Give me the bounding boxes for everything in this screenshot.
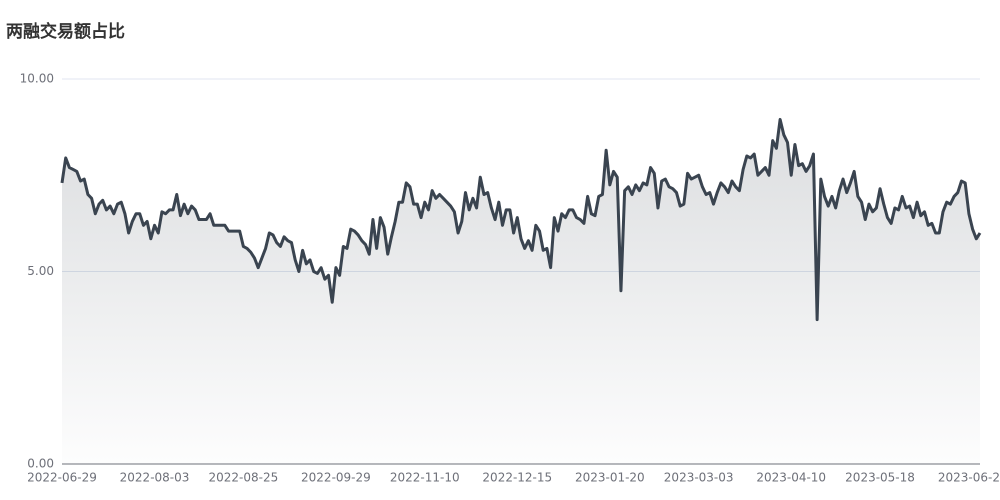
x-tick-label: 2023-06-2 <box>938 471 1000 485</box>
x-tick-label: 2023-04-10 <box>756 471 826 485</box>
x-tick-label: 2022-08-25 <box>209 471 279 485</box>
x-tick-label: 2023-05-18 <box>845 471 915 485</box>
x-tick-label: 2023-01-20 <box>575 471 645 485</box>
y-tick-label: 5.00 <box>27 264 54 278</box>
y-tick-label: 10.00 <box>20 72 54 86</box>
x-tick-label: 2022-11-10 <box>390 471 460 485</box>
y-tick-label: 0.00 <box>27 457 54 471</box>
x-tick-label: 2022-12-15 <box>482 471 552 485</box>
line <box>60 117 982 322</box>
x-tick-label: 2022-09-29 <box>301 471 371 485</box>
x-tick-label: 2022-08-03 <box>120 471 190 485</box>
x-tick-label: 2022-06-29 <box>27 471 97 485</box>
x-tick-label: 2023-03-03 <box>664 471 734 485</box>
area <box>62 119 980 465</box>
chart-title: 两融交易额占比 <box>6 21 125 42</box>
